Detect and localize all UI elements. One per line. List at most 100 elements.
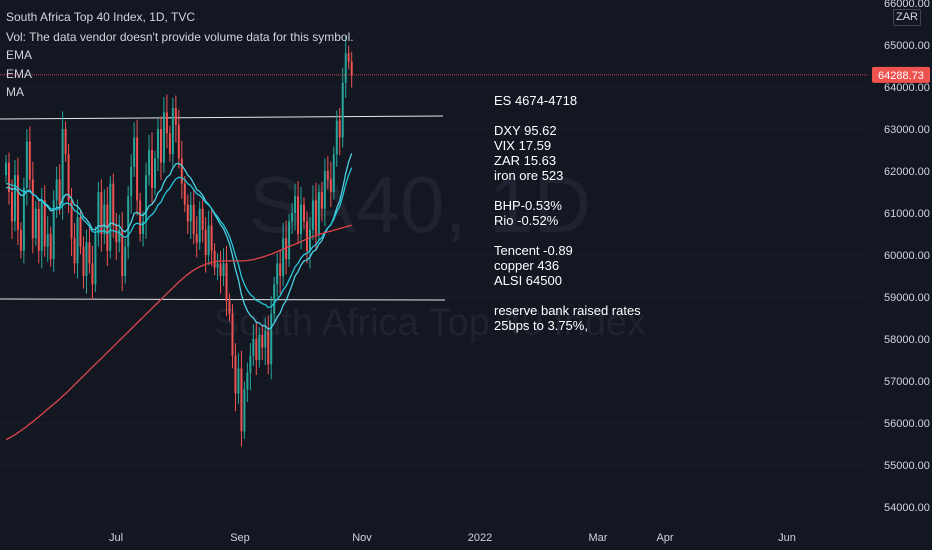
candle-body [171,108,174,155]
candle-body [142,221,145,234]
text-annotation[interactable]: ES 4674-4718 DXY 95.62 VIX 17.59 ZAR 15.… [494,93,641,333]
candle-body [22,187,25,251]
candle-body [338,120,341,138]
x-tick-label: Apr [656,532,673,544]
y-tick-label: 65000.00 [884,40,930,52]
ema-slow-line [5,167,353,309]
candle-body [100,192,103,234]
candle-body [16,175,19,230]
candle-body [124,246,127,276]
candle-body [198,208,201,243]
candle-body [317,192,320,234]
candle-body [34,208,37,239]
indicator-ema-1[interactable]: EMA [6,48,33,62]
candle-body [31,179,34,239]
candle-body [350,61,353,75]
candle-body [61,129,64,205]
candle-body [243,389,246,432]
candle-body [145,175,148,222]
resistance-line [0,115,444,120]
time-axis[interactable]: Jul Sep Nov 2022 Mar Apr Jun [109,532,796,544]
candle-body [94,234,97,285]
candle-body [294,196,297,213]
candle-body [118,229,121,243]
candle-body [159,129,162,163]
y-tick-label: 61000.00 [884,208,930,220]
candle-body [52,200,55,260]
candle-body [282,238,285,276]
candle-body [177,124,180,159]
candle-body [255,339,258,360]
x-tick-label: Jul [109,532,123,544]
currency-badge[interactable]: ZAR [893,9,921,26]
candle-body [201,208,204,230]
candle-body [210,225,213,251]
candle-body [264,330,267,348]
candle-body [88,242,91,264]
candle-body [326,171,329,180]
candle-body [10,192,13,222]
candle-body [186,204,189,222]
candle-body [73,238,76,264]
candle-body [273,284,276,314]
candle-body [103,204,106,234]
candle-body [261,334,264,348]
price-axis[interactable]: 54000.00 55000.00 56000.00 57000.00 58000.00… [884,0,930,514]
candle-body [40,200,43,251]
candle-body [70,200,73,239]
candle-body [192,204,195,234]
candle-body [115,225,118,243]
candle-body [49,234,52,260]
candle-body [25,141,28,188]
watermark-name: South Africa Top 40 Index [214,302,646,344]
last-price-line: 64288.73 [0,66,930,83]
candle-body [344,53,347,83]
candle-body [112,183,115,226]
candle-body [231,313,234,356]
x-tick-label: Jun [778,532,796,544]
candle-body [109,183,112,251]
candle-body [246,372,249,390]
candle-body [148,150,151,176]
symbol-title[interactable]: South Africa Top 40 Index, 1D, TVC [6,10,195,24]
candle-body [85,242,88,276]
indicator-ema-2[interactable]: EMA [6,67,33,81]
candle-body [156,129,159,159]
indicator-lines [5,153,353,441]
candle-body [234,355,237,394]
watermark-ticker: SA40, 1D [249,160,591,249]
y-tick-label: 59000.00 [884,292,930,304]
candle-body [305,221,308,251]
candle-body [308,229,311,251]
candle-body [267,330,270,365]
candle-body [335,120,338,155]
indicator-ma[interactable]: MA [6,85,24,99]
candle-body [291,213,294,222]
candle-body [237,368,240,394]
candle-body [297,196,300,234]
y-tick-label: 60000.00 [884,250,930,262]
candle-body [222,263,225,276]
candle-body [91,263,94,285]
candle-body [19,229,22,251]
candle-body [285,238,288,260]
ma-line [5,224,352,441]
candle-body [121,229,124,276]
candle-body [13,175,16,222]
candle-body [300,204,303,234]
candle-body [76,217,79,264]
candle-body [207,225,210,255]
candle-body [320,192,323,209]
candle-body [252,339,255,356]
candle-body [136,137,139,201]
candle-body [82,246,85,276]
y-tick-label: 58000.00 [884,334,930,346]
volume-note: Vol: The data vendor doesn't provide vol… [6,30,354,44]
candle-body [127,196,130,247]
x-tick-label: Sep [230,532,250,544]
y-tick-label: 63000.00 [884,124,930,136]
candle-body [139,200,142,234]
candle-body [270,313,273,365]
